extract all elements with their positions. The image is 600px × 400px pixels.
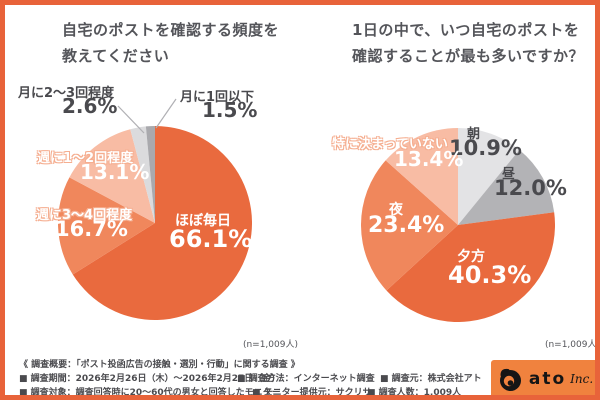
leader-lines bbox=[117, 98, 177, 134]
pie-slice-4 bbox=[145, 126, 155, 223]
slice-label-no-fixed-time: 特に決まっていない bbox=[332, 137, 448, 152]
pie-slice-3 bbox=[361, 160, 458, 291]
logo-badge: ato Inc. bbox=[491, 360, 595, 395]
pie-slice-0 bbox=[458, 128, 520, 225]
slice-value-monthly-2-3: 2.6% bbox=[62, 94, 118, 118]
slice-label-weekly-3-4: 週に3〜4回程度 bbox=[36, 208, 133, 223]
slice-value-no-fixed-time: 13.4% bbox=[394, 147, 464, 171]
survey-count: ■ 調査人数：1,009人 bbox=[367, 388, 462, 398]
left-chart-title-line2: 教えてください bbox=[62, 46, 170, 65]
survey-period: ■ 調査期間：2026年2月26日（木）〜2026年2月27日（金） bbox=[19, 374, 281, 384]
slice-value-morning: 10.9% bbox=[449, 136, 522, 160]
right-chart-title: 1日の中で、いつ自宅のポストを 確認することが最も多いですか？ bbox=[352, 18, 584, 69]
slice-value-weekly-1-2: 13.1% bbox=[80, 160, 150, 184]
slice-value-night: 23.4% bbox=[368, 213, 445, 238]
pie-slice-1 bbox=[458, 149, 555, 225]
right-pie-chart bbox=[361, 128, 555, 322]
survey-target: ■ 調査対象：調査回答時に20〜60代の男女と回答したモニター bbox=[19, 388, 281, 398]
left-chart-title-line1: 自宅のポストを確認する頻度を bbox=[62, 21, 280, 39]
slice-label-morning: 朝 bbox=[467, 127, 481, 142]
slice-value-weekly-3-4: 16.7% bbox=[55, 217, 128, 241]
survey-method: ■ 調査方法：インターネット調査 bbox=[237, 374, 375, 384]
slice-label-monthly-1-or-less: 月に1回以下 bbox=[180, 90, 255, 105]
survey-summary: 《 調査概要：「ポスト投函広告の接触・選別・行動」に関する調査 》 bbox=[19, 360, 300, 370]
pie-slice-1 bbox=[58, 177, 155, 275]
survey-source: ■ 調査元：株式会社アト bbox=[380, 374, 482, 384]
logo-suffix-text: Inc. bbox=[570, 372, 594, 386]
pie-slice-2 bbox=[386, 212, 555, 322]
slice-value-monthly-1-or-less: 1.5% bbox=[202, 98, 258, 122]
pie-slice-4 bbox=[385, 128, 458, 225]
monitor-provider: ■ モニター提供元：サクリサ bbox=[252, 388, 372, 398]
slice-label-night: 夜 bbox=[389, 202, 403, 218]
slice-value-noon: 12.0% bbox=[494, 176, 567, 200]
right-chart-title-line2: 確認することが最も多いですか？ bbox=[352, 46, 585, 65]
slice-value-almost-daily: 66.1% bbox=[169, 225, 253, 253]
slice-label-almost-daily: ほぼ毎日 bbox=[175, 213, 231, 229]
slice-label-evening: 夕方 bbox=[457, 249, 485, 265]
logo-brand-text: ato bbox=[528, 369, 567, 389]
left-pie-chart bbox=[58, 126, 252, 320]
pie-slice-0 bbox=[72, 126, 252, 320]
right-chart-title-line1: 1日の中で、いつ自宅のポストを bbox=[352, 21, 580, 39]
slice-value-evening: 40.3% bbox=[448, 261, 532, 289]
ato-logo-icon bbox=[499, 368, 521, 391]
slice-label-monthly-2-3: 月に2〜3回程度 bbox=[18, 86, 115, 101]
right-sample-size: (n=1,009人) bbox=[544, 340, 600, 350]
slice-label-weekly-1-2: 週に1〜2回程度 bbox=[37, 151, 134, 166]
pie-slice-2 bbox=[69, 129, 155, 223]
slice-label-noon: 昼 bbox=[502, 167, 516, 182]
left-chart-title: 自宅のポストを確認する頻度を 教えてください bbox=[62, 18, 279, 69]
pie-slice-3 bbox=[130, 126, 155, 223]
left-sample-size: (n=1,009人) bbox=[242, 340, 298, 350]
